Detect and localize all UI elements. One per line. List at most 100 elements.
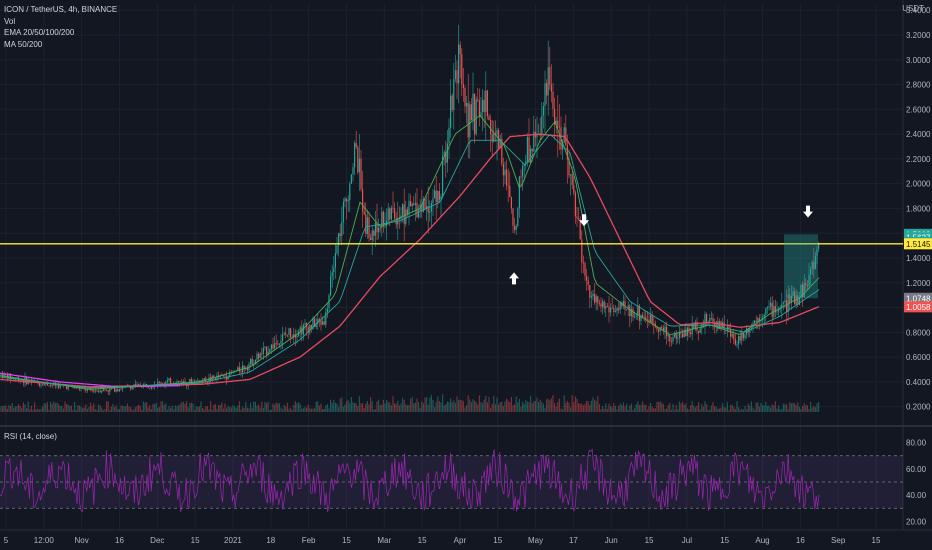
time-axis[interactable]: 5 12:00 Nov 16 Dec 15 2021 18 Feb 15 Mar 15 Apr 15 May…	[4, 536, 881, 545]
candle-body	[803, 283, 805, 298]
volume-bar	[536, 397, 538, 412]
candle-body	[162, 383, 164, 385]
volume-bar	[165, 403, 167, 412]
volume-bar	[294, 401, 296, 412]
candle-body	[664, 326, 666, 332]
indicator-ema[interactable]: EMA 20/50/100/200	[4, 28, 75, 37]
volume-bar	[690, 405, 692, 412]
volume-bar	[472, 399, 474, 412]
volume-bar	[384, 403, 386, 412]
volume-bar	[200, 401, 202, 412]
volume-bar	[515, 396, 517, 412]
volume-bar	[605, 403, 607, 412]
volume-bar	[347, 399, 349, 412]
volume-bar	[184, 403, 186, 412]
candle-body	[418, 210, 420, 218]
candle-body	[10, 373, 12, 379]
candle-body	[794, 291, 796, 305]
candle-body	[650, 315, 652, 323]
candle-body	[360, 158, 362, 190]
candle-body	[278, 343, 280, 345]
candle-body	[422, 199, 424, 212]
rsi-label[interactable]: RSI (14, close)	[4, 432, 57, 441]
candle-body	[107, 390, 109, 392]
volume-bar	[365, 403, 367, 412]
candle-body	[322, 321, 324, 325]
candle-body	[648, 319, 650, 323]
candle-body	[459, 44, 461, 55]
x-tick-label: 12:00	[34, 536, 55, 545]
volume-bar	[178, 405, 180, 412]
volume-bar	[198, 406, 200, 412]
x-tick-label: 15	[493, 536, 502, 545]
candle-body	[710, 318, 712, 319]
indicator-vol[interactable]: Vol	[4, 16, 16, 26]
volume-bar	[210, 401, 212, 412]
candle-body	[202, 380, 204, 381]
price-tag	[904, 301, 932, 313]
symbol-title[interactable]: ICON / TetherUS, 4h, BINANCE	[4, 5, 118, 14]
volume-bar	[93, 403, 95, 412]
y-tick-label: 1.8000	[906, 204, 931, 213]
volume-bar	[643, 404, 645, 412]
candle-body	[304, 323, 306, 325]
candle-body	[606, 306, 608, 307]
candle-body	[98, 390, 100, 392]
candle-body	[264, 346, 266, 348]
candle-body	[744, 334, 746, 339]
candle-body	[499, 138, 501, 148]
candle-body	[568, 159, 570, 176]
volume-bar	[432, 399, 434, 412]
volume-bar	[427, 404, 429, 412]
candle-body	[314, 318, 316, 327]
volume-bar	[139, 405, 141, 412]
candle-body	[427, 206, 429, 213]
candle-body	[686, 327, 688, 336]
candle-body	[288, 328, 290, 335]
volume-bar	[560, 408, 562, 412]
volume-bar	[744, 405, 746, 412]
volume-bar	[640, 404, 642, 412]
volume-bar	[762, 404, 764, 412]
volume-bar	[277, 403, 279, 412]
candle-body	[566, 145, 568, 160]
volume-bar	[270, 409, 272, 412]
candle-body	[653, 322, 655, 324]
candle-body	[358, 158, 360, 173]
candle-body	[40, 384, 42, 386]
candle-body	[662, 327, 664, 332]
candle-body	[222, 375, 224, 377]
volume-bar	[426, 397, 428, 412]
volume-bar	[723, 407, 725, 412]
volume-bar	[405, 404, 407, 412]
volume-bar	[763, 405, 765, 412]
x-tick-label: 15	[720, 536, 729, 545]
candle-body	[402, 204, 404, 216]
candle-body	[144, 384, 146, 385]
volume-bar	[629, 405, 631, 412]
candle-body	[509, 185, 511, 198]
price-axis[interactable]: 3.4000 3.2000 3.0000 2.8000 2.6000 2.4000 2.20…	[906, 6, 931, 526]
volume-bar	[451, 402, 453, 412]
volume-bar	[581, 403, 583, 412]
volume-bar	[576, 398, 578, 412]
volume-bar	[157, 407, 159, 412]
volume-bar	[286, 402, 288, 412]
volume-bar	[702, 406, 704, 412]
volume-bar	[46, 402, 48, 412]
candle-body	[410, 201, 412, 207]
volume-bar	[179, 404, 181, 412]
candle-body	[42, 384, 44, 386]
candle-body	[750, 327, 752, 329]
volume-bar	[328, 408, 330, 412]
volume-bar	[413, 403, 415, 412]
volume-bar	[674, 409, 676, 412]
candle-body	[792, 291, 794, 297]
volume-bar	[734, 409, 736, 412]
volume-bar	[650, 403, 652, 412]
rsi-pane	[0, 448, 903, 513]
candle-body	[96, 390, 98, 392]
candle-body	[469, 104, 471, 138]
indicator-ma[interactable]: MA 50/200	[4, 39, 43, 49]
